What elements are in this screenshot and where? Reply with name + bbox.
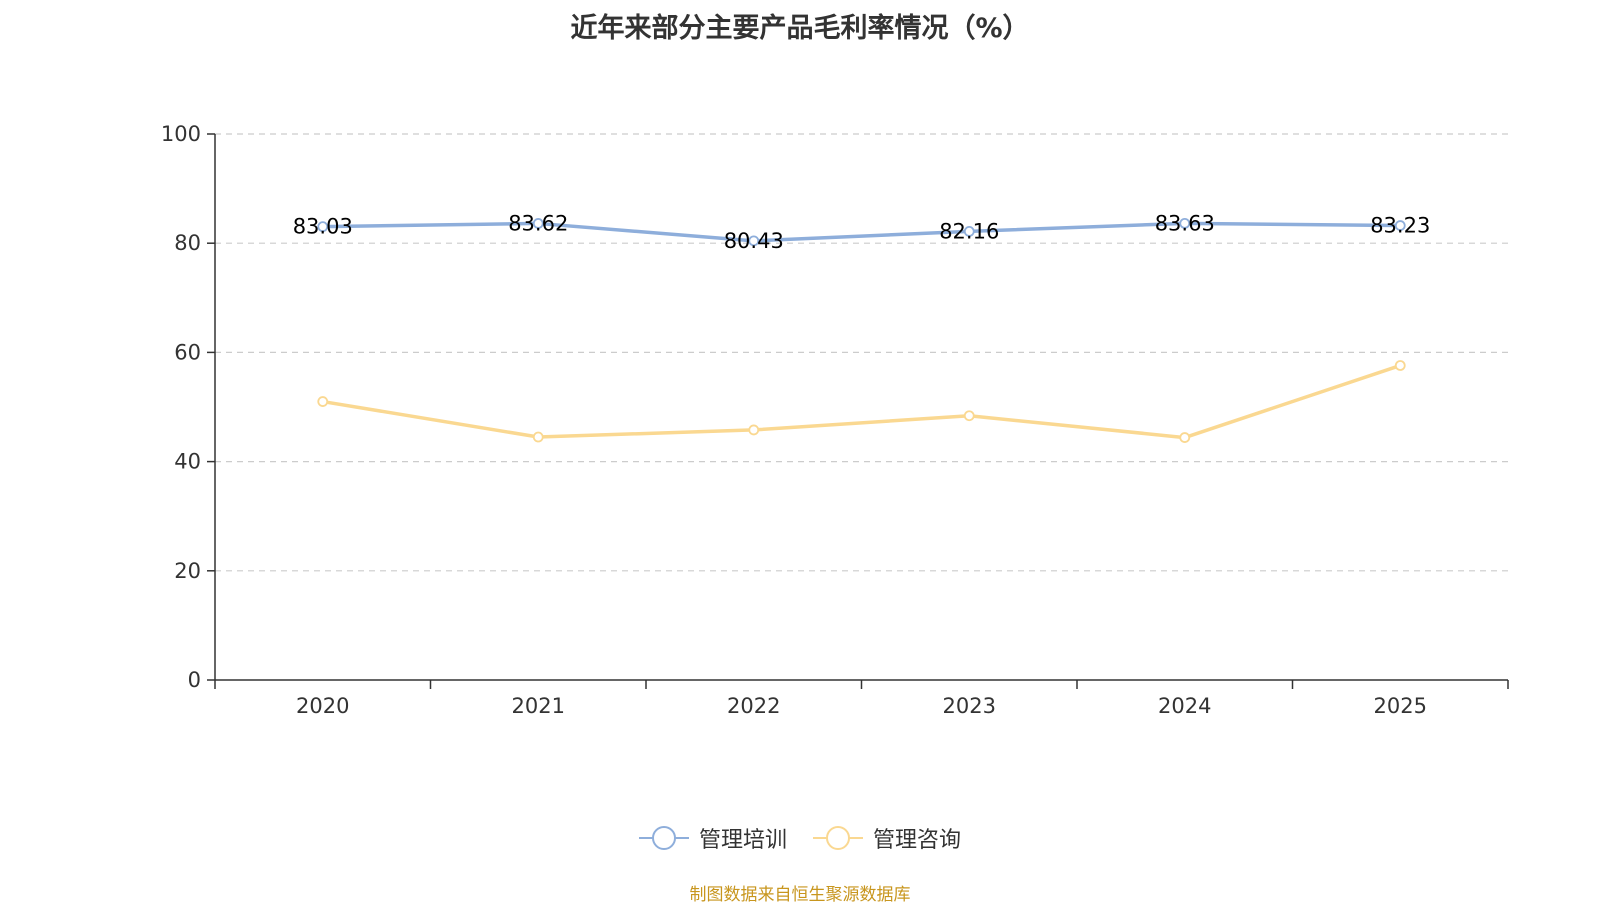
- data-label-series-1-2020: 83.03: [293, 215, 353, 239]
- series-1-point-2024[interactable]: [1179, 217, 1191, 229]
- x-tick-label-2022: 2022: [727, 694, 780, 718]
- y-tick-label-40: 40: [174, 450, 201, 474]
- legend-label-series-1: 管理培训: [698, 828, 787, 853]
- legend-marker-series-1-icon: [638, 826, 689, 850]
- series-1-point-2021[interactable]: [532, 218, 544, 229]
- legend-marker-series-2-icon: [813, 826, 863, 850]
- y-tick-label-0: 0: [188, 668, 201, 692]
- series-1-point-2020[interactable]: [317, 221, 329, 233]
- legend-item-series-1[interactable]: 管理培训: [638, 822, 787, 854]
- x-tick-label-2020: 2020: [296, 694, 349, 718]
- source-note: 制图数据来自恒生聚源数据库: [689, 885, 911, 905]
- y-tick-label-80: 80: [174, 231, 201, 255]
- data-label-series-1-2025: 83.23: [1370, 214, 1430, 238]
- x-tick-label-2023: 2023: [943, 694, 996, 718]
- series-2-point-2020[interactable]: [317, 396, 329, 407]
- x-tick-label-2025: 2025: [1374, 694, 1427, 718]
- legend-label-series-2: 管理咨询: [873, 828, 962, 853]
- x-tick-label-2021: 2021: [512, 694, 565, 718]
- series-1-point-2025[interactable]: [1394, 220, 1406, 231]
- series-2-point-2023[interactable]: [963, 410, 975, 422]
- data-label-series-1-2023: 82.16: [939, 219, 999, 243]
- series-2-point-2021[interactable]: [532, 431, 544, 443]
- series-2-point-2022[interactable]: [748, 424, 760, 436]
- series-line-2: [322, 363, 1401, 440]
- series-2-point-2024[interactable]: [1179, 432, 1191, 443]
- y-tick-label-100: 100: [161, 122, 201, 146]
- series-line-1: [322, 221, 1401, 243]
- series-1-point-2023[interactable]: [963, 226, 975, 237]
- y-tick-label-60: 60: [174, 340, 201, 364]
- legend: 管理培训 管理咨询: [0, 822, 1600, 854]
- y-tick-label-20: 20: [174, 559, 201, 583]
- data-label-series-1-2021: 83.62: [508, 211, 568, 235]
- x-tick-label-2024: 2024: [1158, 694, 1211, 718]
- series-2-point-2025[interactable]: [1394, 360, 1406, 371]
- data-label-series-1-2022: 80.43: [724, 229, 784, 253]
- chart-title: 近年来部分主要产品毛利率情况（%）: [570, 13, 1030, 44]
- legend-item-series-2[interactable]: 管理咨询: [813, 822, 961, 854]
- data-label-series-1-2024: 83.63: [1155, 211, 1215, 235]
- series-1-point-2022[interactable]: [748, 235, 760, 247]
